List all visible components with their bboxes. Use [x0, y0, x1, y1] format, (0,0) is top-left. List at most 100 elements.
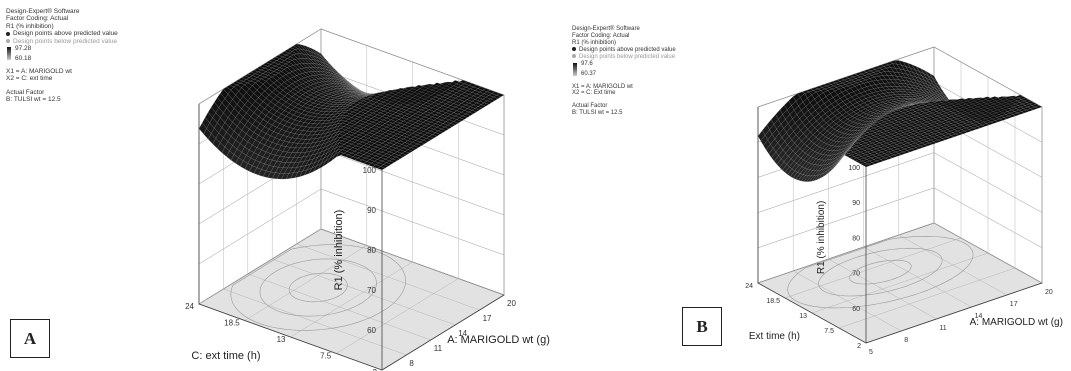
surface-cell — [875, 111, 884, 115]
floor-contour — [288, 272, 348, 303]
legend-actual-title: Actual Factor — [6, 88, 45, 96]
surface-cell — [846, 141, 854, 148]
surface-cell — [387, 146, 397, 151]
surface-cell — [852, 139, 861, 145]
surface-cell — [821, 167, 830, 175]
surface-cell — [838, 87, 847, 93]
surface-cell — [850, 137, 859, 144]
surface-cell — [847, 147, 856, 152]
x-tick-label: 17 — [1010, 301, 1018, 308]
surface-cell — [349, 156, 358, 161]
y-tick-label: 2 — [857, 343, 861, 350]
legend-actual-value: B: TULSI wt = 12.5 — [572, 110, 623, 117]
surface-cell — [854, 127, 863, 131]
surface-cell — [482, 97, 491, 102]
surface-cell — [858, 128, 866, 134]
surface-cell — [904, 102, 912, 104]
surface-cell — [359, 93, 367, 95]
y-gridline — [336, 78, 459, 354]
y-tick-label: 18.5 — [766, 298, 780, 305]
surface-cell — [837, 153, 846, 163]
surface-cell — [329, 140, 338, 149]
z-axis-title: R1 (% inhibition) — [816, 201, 827, 274]
z-tick-label: 100 — [363, 166, 377, 175]
surface-cell — [823, 162, 832, 170]
surface-cell — [824, 165, 832, 173]
surface-cell — [854, 159, 863, 163]
surface-cell — [852, 157, 860, 162]
x-tick-label: 20 — [507, 299, 516, 308]
surface-cell — [757, 130, 766, 142]
surface-cell — [238, 152, 247, 161]
surface-cell — [906, 103, 914, 105]
surface-cell — [853, 109, 862, 114]
surface-cell — [849, 135, 858, 142]
surface-cell — [924, 97, 932, 102]
surface-cell — [337, 137, 346, 141]
surface-cell — [334, 114, 343, 120]
surface-cell — [386, 133, 395, 138]
surface-cell — [796, 158, 804, 166]
surface-cell — [374, 159, 383, 164]
surface-cell — [816, 169, 824, 176]
x-tick-label: 8 — [904, 337, 908, 344]
surface-cell — [871, 119, 880, 124]
surface-cell — [888, 82, 897, 87]
surface-cell — [882, 112, 890, 116]
z-tick-label: 90 — [367, 206, 376, 215]
surface-cell — [333, 73, 341, 79]
surface-cell — [853, 135, 861, 142]
y-tick-label: 24 — [185, 302, 194, 311]
surface-cell — [369, 139, 378, 144]
surface-cell — [864, 123, 872, 128]
legend-a: Design-Expert® Software Factor Coding: A… — [6, 8, 118, 104]
y-tick-label: 18.5 — [224, 319, 240, 328]
surface-cell — [844, 153, 852, 157]
surface-cell — [270, 166, 279, 173]
surface-cell — [799, 167, 808, 175]
surface-cell — [306, 162, 316, 170]
surface-cell — [271, 74, 281, 81]
surface-cell — [850, 86, 859, 92]
surface-cell — [830, 162, 839, 171]
surface-cell — [226, 126, 235, 137]
surface-cell — [226, 150, 235, 161]
surface-cell — [340, 153, 349, 157]
surface-cell — [212, 138, 221, 149]
gradient-ramp-icon — [7, 47, 11, 61]
surface-cell — [346, 105, 355, 109]
surface-cell — [453, 101, 462, 106]
surface-cell — [317, 57, 326, 65]
color-ramp: 97.28 60.18 — [6, 45, 118, 62]
z-tick-label: 60 — [367, 326, 376, 335]
x-tick-label: 20 — [1045, 289, 1053, 296]
surface-cell — [875, 72, 884, 77]
x-tick-label: 17 — [483, 314, 492, 323]
surface-cell — [848, 133, 857, 139]
surface-cell — [329, 101, 339, 105]
surface-cell — [381, 132, 390, 137]
surface-cell — [241, 75, 250, 80]
surface-plot-b: 60 70 80 90 100 5 8 11 14 17 20 2 7.5 13 18.5 24 A: MARI… — [745, 46, 1063, 356]
surface-cell — [869, 120, 877, 125]
surface-cell — [290, 171, 299, 179]
panel-label-a: A — [10, 319, 50, 358]
surface-cell — [288, 152, 297, 158]
legend-coding: Factor Coding: Actual — [6, 15, 69, 23]
legend-below: Design points below predicted value — [572, 54, 676, 61]
surface-cell — [855, 133, 863, 139]
floor-contour — [818, 247, 943, 297]
surface-cell — [208, 133, 216, 145]
surface-cell — [833, 136, 842, 142]
surface-cell — [337, 100, 346, 103]
legend-below: Design points below predicted value — [6, 38, 118, 45]
surface-cell — [217, 142, 226, 153]
surface-cell — [873, 113, 882, 117]
surface-cell — [851, 137, 860, 145]
surface-cell — [848, 141, 856, 150]
ramp-max: 97.6 — [581, 60, 593, 67]
panel-label-b: B — [682, 307, 722, 346]
x-tick-label: 11 — [434, 344, 443, 353]
surface-cell — [845, 134, 854, 139]
surface-cell — [818, 92, 827, 100]
